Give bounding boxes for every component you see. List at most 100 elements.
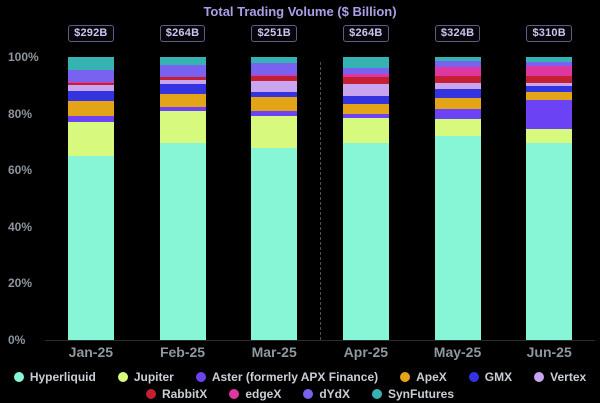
bar-segment[interactable]: [434, 83, 481, 90]
bar-segment[interactable]: [434, 118, 481, 137]
legend-item[interactable]: Hyperliquid: [13, 369, 96, 384]
legend-item[interactable]: dYdX: [303, 387, 350, 401]
legend-item[interactable]: RabbitX: [145, 387, 207, 401]
bar-segment[interactable]: [251, 74, 298, 76]
bar-segment[interactable]: [434, 108, 481, 119]
bar-segment[interactable]: [67, 156, 114, 340]
bar-segment[interactable]: [251, 147, 298, 340]
bar-segment[interactable]: [67, 81, 114, 83]
total-value-badge: $324B: [434, 24, 481, 42]
legend-row: Hyperliquid Jupiter Aster (formerly APX Fi…: [0, 368, 600, 385]
bar-segment[interactable]: [159, 106, 206, 111]
bar-segment[interactable]: [342, 143, 389, 340]
bar-segment[interactable]: [67, 122, 114, 157]
legend-swatch-icon: [468, 371, 479, 382]
bar-segment[interactable]: [342, 84, 389, 96]
bar-segment[interactable]: [526, 143, 573, 340]
bar-segment[interactable]: [159, 93, 206, 107]
legend-label: Aster (formerly APX Finance): [211, 369, 379, 384]
bar-segment[interactable]: [67, 116, 114, 123]
legend-item[interactable]: Vertex: [534, 370, 586, 384]
bar-segment[interactable]: [251, 97, 298, 112]
bar-segment[interactable]: [526, 75, 573, 83]
legend-item[interactable]: Jupiter: [117, 370, 174, 384]
total-value-badge: $310B: [526, 24, 572, 42]
bar-segment[interactable]: [251, 92, 298, 98]
stacked-bar[interactable]: [251, 57, 298, 340]
bar-segment[interactable]: [434, 136, 481, 340]
bar-segment[interactable]: [342, 117, 389, 144]
bar-segment[interactable]: [159, 83, 206, 94]
bar-segment[interactable]: [159, 110, 206, 144]
bar-segment[interactable]: [159, 57, 206, 65]
bar-segment[interactable]: [342, 68, 389, 75]
bar-segment[interactable]: [67, 69, 114, 82]
bar-segment[interactable]: [159, 143, 206, 340]
bar-segment[interactable]: [434, 66, 481, 77]
legend-item[interactable]: Aster (formerly APX Finance): [195, 369, 379, 384]
bar-segment[interactable]: [526, 128, 573, 144]
total-label-cell: $324B: [412, 23, 504, 43]
bar-segment[interactable]: [526, 85, 573, 93]
total-value-badge: $251B: [251, 24, 297, 42]
bar-segment[interactable]: [67, 91, 114, 101]
bar-segment[interactable]: [526, 62, 573, 67]
total-value-badge: $292B: [68, 24, 114, 42]
legend-swatch-icon: [400, 371, 411, 382]
legend-label: Hyperliquid: [29, 369, 96, 384]
bar-segment[interactable]: [159, 80, 206, 84]
x-axis-tick-label: Jun-25: [526, 344, 572, 360]
bar-segment[interactable]: [67, 57, 114, 70]
plot-area: [45, 57, 595, 341]
bar-segment[interactable]: [526, 66, 573, 76]
bar-segment[interactable]: [434, 98, 481, 109]
bar-segment[interactable]: [159, 76, 206, 78]
bar-segment[interactable]: [342, 113, 389, 118]
bar-segment[interactable]: [159, 77, 206, 81]
bar-segment[interactable]: [434, 89, 481, 99]
bar-segment[interactable]: [434, 57, 481, 61]
bar-segment[interactable]: [159, 65, 206, 77]
bar-segment[interactable]: [342, 57, 389, 69]
bar-segment[interactable]: [526, 92, 573, 101]
legend-item[interactable]: edgeX: [229, 387, 281, 401]
bar-segment[interactable]: [526, 82, 573, 86]
legend-item[interactable]: SynFutures: [372, 387, 454, 401]
stacked-bar[interactable]: [67, 57, 114, 340]
bar-segment[interactable]: [251, 80, 298, 93]
legend-swatch-icon: [372, 388, 382, 399]
bar-segment[interactable]: [342, 95, 389, 104]
bar-segment[interactable]: [434, 76, 481, 84]
stacked-bar[interactable]: [342, 57, 389, 340]
y-axis-tick-label: 60%: [8, 163, 33, 178]
bar-segment[interactable]: [67, 100, 114, 117]
total-label-cell: $310B: [503, 23, 595, 43]
legend-item[interactable]: ApeX: [400, 370, 447, 384]
y-axis-tick-label: 100%: [8, 50, 39, 64]
bar-segment[interactable]: [67, 85, 114, 91]
bar-segment[interactable]: [342, 77, 389, 85]
bar-segment[interactable]: [526, 57, 573, 63]
bar-segment[interactable]: [434, 60, 481, 67]
stacked-bar[interactable]: [159, 57, 206, 340]
bar-segment[interactable]: [251, 75, 298, 81]
legend-item[interactable]: GMX: [468, 370, 512, 384]
bar-segment[interactable]: [251, 111, 298, 117]
bar-segment[interactable]: [251, 116, 298, 148]
bar-segment[interactable]: [342, 103, 389, 114]
stacked-bar[interactable]: [526, 57, 573, 340]
bar-segment[interactable]: [526, 100, 573, 129]
bar-segment[interactable]: [251, 57, 298, 63]
bar-segment[interactable]: [251, 62, 298, 75]
bar-segment[interactable]: [342, 74, 389, 78]
bar-segment[interactable]: [67, 82, 114, 86]
bar-column-jun-25: [503, 57, 595, 340]
dashed-divider-line: [320, 62, 321, 340]
legend-swatch-icon: [534, 371, 545, 382]
legend-label: dYdX: [319, 386, 350, 401]
legend-swatch-icon: [303, 388, 314, 399]
total-label-cell: $251B: [228, 23, 320, 43]
bar-column-feb-25: [137, 57, 229, 340]
chart-title: Total Trading Volume ($ Billion): [203, 4, 397, 19]
stacked-bar[interactable]: [434, 57, 481, 340]
